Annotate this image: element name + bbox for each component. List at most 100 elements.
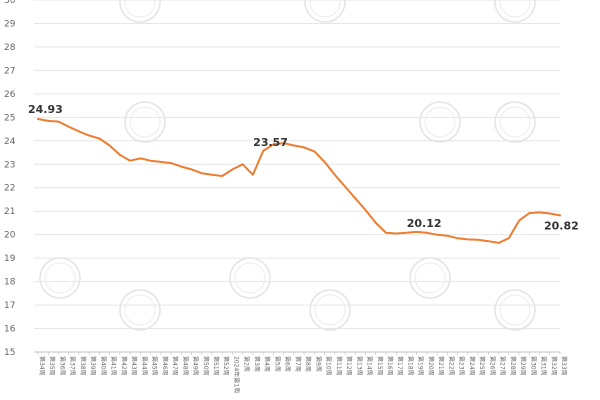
- x-tick-label: 第38周: [79, 356, 87, 376]
- x-tick-label: 第10周: [325, 356, 333, 376]
- x-tick-label: 第32周: [550, 356, 558, 376]
- watermark-circle: [39, 257, 81, 299]
- x-tick-label: 第12周: [345, 356, 353, 376]
- x-tick-label: 第33周: [560, 356, 568, 376]
- x-tick-label: 第15周: [376, 356, 384, 376]
- x-tick-label: 第46周: [161, 356, 169, 376]
- x-tick-label: 第21周: [437, 356, 445, 376]
- x-tick-label: 第9周: [314, 356, 322, 372]
- x-tick-label: 第40周: [99, 356, 107, 376]
- x-tick-label: 第50周: [202, 356, 210, 376]
- watermark-circle: [409, 257, 451, 299]
- watermark-ring: [234, 262, 266, 294]
- x-tick-label: 第27周: [499, 356, 507, 376]
- watermark-ring: [44, 262, 76, 294]
- watermark-logo: [124, 101, 166, 143]
- series-layer: [37, 118, 561, 244]
- y-tick-label: 15: [4, 348, 15, 358]
- watermark-circle: [119, 289, 161, 331]
- y-tick-label: 20: [4, 231, 16, 241]
- x-tick-label: 第37周: [69, 356, 77, 376]
- y-tick-label: 18: [4, 278, 16, 288]
- y-tick-label: 28: [4, 43, 16, 53]
- watermark-circle: [494, 101, 536, 143]
- y-tick-label: 19: [4, 254, 16, 264]
- y-tick-label: 23: [4, 160, 15, 170]
- x-tick-label: 第31周: [540, 356, 548, 376]
- x-tick-label: 第43周: [130, 356, 138, 376]
- watermark-logo: [494, 289, 536, 331]
- x-tick-label: 第42周: [120, 356, 128, 376]
- x-tick-label: 第17周: [396, 356, 404, 376]
- x-tick-label: 第16周: [386, 356, 394, 376]
- watermark-logo: [39, 257, 81, 299]
- y-tick-label: 22: [4, 184, 15, 194]
- x-tick-label: 第35周: [48, 356, 56, 376]
- y-tick-label: 26: [4, 90, 16, 100]
- x-tick-label: 2024年第1周: [232, 356, 240, 393]
- watermark-logo: [229, 257, 271, 299]
- data-label: 23.57: [253, 136, 288, 149]
- watermark-ring: [424, 106, 456, 138]
- watermark-ring: [499, 0, 531, 18]
- watermark-layer: [39, 0, 536, 331]
- x-tick-label: 第7周: [294, 356, 302, 372]
- watermark-circle: [304, 0, 346, 23]
- data-label: 20.82: [544, 219, 579, 232]
- y-tick-label: 24: [4, 137, 16, 147]
- x-tick-label: 第25周: [478, 356, 486, 376]
- watermark-logo: [409, 257, 451, 299]
- watermark-logo: [119, 0, 161, 23]
- watermark-ring: [499, 106, 531, 138]
- x-tick-label: 第30周: [529, 356, 537, 376]
- x-tick-label: 第4周: [263, 356, 271, 372]
- y-tick-label: 16: [4, 325, 16, 335]
- x-axis: 第34周 第35周 第36周 第37周 第38周 第39周 第40周 第41周 第42周 第43周…: [34, 351, 568, 393]
- x-tick-label: 第8周: [304, 356, 312, 372]
- watermark-circle: [309, 289, 351, 331]
- watermark-circle: [124, 101, 166, 143]
- y-tick-label: 25: [4, 113, 15, 123]
- x-tick-label: 第44周: [140, 356, 148, 376]
- data-label: 24.93: [28, 103, 63, 116]
- watermark-logo: [494, 101, 536, 143]
- x-tick-label: 第19周: [417, 356, 425, 376]
- x-tick-label: 第24周: [468, 356, 476, 376]
- x-tick-label: 第23周: [458, 356, 466, 376]
- x-tick-label: 第22周: [447, 356, 455, 376]
- watermark-circle: [419, 101, 461, 143]
- x-tick-label: 第3周: [253, 356, 261, 372]
- x-tick-label: 第47周: [171, 356, 179, 376]
- y-tick-label: 17: [4, 301, 15, 311]
- watermark-logo: [494, 0, 536, 23]
- x-tick-label: 第51周: [212, 356, 220, 376]
- x-tick-label: 第14周: [366, 356, 374, 376]
- y-tick-label: 29: [4, 19, 16, 29]
- watermark-logo: [304, 0, 346, 23]
- watermark-logo: [119, 289, 161, 331]
- x-tick-label: 第26周: [488, 356, 496, 376]
- watermark-logo: [419, 101, 461, 143]
- watermark-circle: [229, 257, 271, 299]
- y-tick-label: 21: [4, 207, 15, 217]
- watermark-circle: [119, 0, 161, 23]
- x-tick-label: 第34周: [38, 356, 46, 376]
- series-line: [37, 118, 561, 244]
- watermark-ring: [129, 106, 161, 138]
- x-tick-label: 第11周: [335, 356, 343, 376]
- watermark-ring: [124, 0, 156, 18]
- x-tick-label: 第6周: [284, 356, 292, 372]
- x-tick-label: 第13周: [355, 356, 363, 376]
- x-tick-label: 第41周: [110, 356, 118, 376]
- watermark-circle: [494, 289, 536, 331]
- y-tick-label: 27: [4, 66, 15, 76]
- data-label: 20.12: [407, 217, 442, 230]
- x-tick-label: 第5周: [273, 356, 281, 372]
- watermark-circle: [494, 0, 536, 23]
- x-tick-label: 第36周: [58, 356, 66, 376]
- data-labels: 24.93 23.57 20.12 20.82: [28, 103, 579, 232]
- y-tick-label: 30: [4, 0, 16, 6]
- x-tick-label: 第29周: [519, 356, 527, 376]
